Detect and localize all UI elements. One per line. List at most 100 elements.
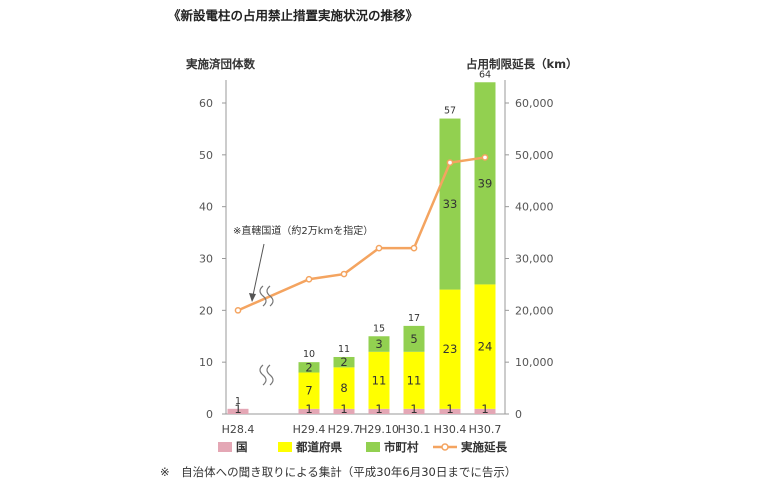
bar-total-label: 57 [444, 106, 456, 117]
segment-value-label: 7 [305, 384, 312, 398]
bar-total-label: 64 [479, 69, 491, 80]
right-tick-label: 60,000 [515, 97, 554, 110]
bar-segment-prefecture [403, 351, 425, 409]
bar-segment-national [227, 408, 249, 414]
segment-value-label: 24 [478, 340, 493, 354]
annotation-arrow [251, 243, 265, 301]
length-point [234, 306, 242, 314]
bar-segment-municipality [333, 356, 355, 368]
legend-label-length: 実施延長 [461, 440, 507, 454]
axis-break-mark [259, 364, 267, 386]
right-axis-title: 占用制限延長（km） [466, 57, 578, 71]
right-tick-labels: 0 10,000 20,000 30,000 40,000 50,000 60,000 [505, 97, 554, 421]
bar-total-label: 10 [303, 349, 315, 360]
length-point [305, 275, 313, 283]
category-label: H30.7 [469, 423, 502, 436]
segment-value-label: 11 [372, 373, 387, 387]
bar-segment-prefecture [298, 372, 320, 409]
bar-segment-national [403, 408, 425, 414]
axis-break-mark [266, 285, 274, 307]
bar-series [227, 82, 496, 414]
left-tick-label: 50 [199, 149, 213, 162]
bar-segment-national [474, 408, 496, 414]
segment-value-label: 11 [407, 373, 422, 387]
bar-total-label: 17 [408, 313, 420, 324]
length-point [410, 244, 418, 252]
legend: 国 都道府県 市町村 実施延長 [218, 440, 507, 454]
segment-value-label: 1 [305, 402, 312, 416]
left-tick-label: 40 [199, 201, 213, 214]
legend-label-municipality: 市町村 [384, 440, 419, 454]
bar-segment-prefecture [474, 284, 496, 409]
category-label: H29.7 [328, 423, 361, 436]
segment-value-label: 33 [443, 197, 458, 211]
bar-segment-prefecture [439, 289, 461, 409]
bar-segment-national [439, 408, 461, 414]
left-tick-label: 0 [206, 408, 213, 421]
annotation-text: ※直轄国道（約2万kmを指定） [233, 224, 373, 237]
segment-value-label: 2 [305, 360, 312, 374]
bar-total-label: 11 [338, 344, 350, 355]
length-point [375, 244, 383, 252]
legend-swatch-prefecture [278, 442, 292, 452]
axis-break-mark [266, 364, 274, 386]
left-tick-label: 10 [199, 356, 213, 369]
length-point [446, 159, 454, 166]
bar-segment-national [333, 408, 355, 414]
legend-label-national: 国 [236, 440, 248, 454]
bar-segment-prefecture [368, 351, 390, 409]
bar-total-label: 1 [235, 396, 241, 407]
legend-swatch-national [218, 442, 232, 452]
right-tick-label: 50,000 [515, 149, 554, 162]
category-label: H29.10 [359, 423, 399, 436]
length-point [340, 270, 348, 278]
annotation-arrowhead [249, 293, 256, 302]
bar-segment-municipality [474, 82, 496, 285]
footnote: ※ 自治体への聞き取りによる集計（平成30年6月30日までに告示） [160, 465, 516, 479]
segment-value-label: 1 [340, 402, 347, 416]
left-tick-label: 30 [199, 253, 213, 266]
segment-value-label: 2 [340, 355, 347, 369]
category-label: H29.4 [293, 423, 326, 436]
legend-label-prefecture: 都道府県 [295, 440, 342, 454]
bar-segment-national [298, 408, 320, 414]
segment-value-label: 1 [481, 402, 488, 416]
legend-marker-length [441, 443, 449, 451]
left-tick-label: 60 [199, 97, 213, 110]
category-label: H28.4 [222, 423, 255, 436]
segment-value-label: 1 [410, 402, 417, 416]
segment-value-label: 39 [478, 176, 493, 190]
category-label: H30.4 [434, 423, 467, 436]
right-tick-label: 10,000 [515, 356, 554, 369]
segment-value-label: 5 [410, 332, 417, 346]
left-tick-label: 20 [199, 304, 213, 317]
bar-segment-national [368, 408, 390, 414]
right-tick-label: 30,000 [515, 253, 554, 266]
right-tick-label: 20,000 [515, 304, 554, 317]
category-label: H30.1 [398, 423, 431, 436]
right-tick-label: 40,000 [515, 201, 554, 214]
axis-break-mark [259, 285, 267, 307]
left-tick-labels: 0 10 20 30 40 50 60 [199, 97, 226, 421]
chart-title: 《新設電柱の占用禁止措置実施状況の推移》 [168, 8, 418, 23]
right-tick-label: 0 [515, 408, 522, 421]
bar-segment-municipality [368, 336, 390, 352]
line-series [234, 154, 489, 314]
segment-value-label: 1 [234, 402, 241, 416]
length-point [481, 154, 489, 161]
legend-swatch-municipality [366, 442, 380, 452]
segment-value-label: 1 [375, 402, 382, 416]
segment-value-label: 8 [340, 381, 347, 395]
bar-total-label: 15 [373, 323, 385, 334]
left-axis-title: 実施済団体数 [186, 57, 255, 71]
segment-value-label: 1 [446, 402, 453, 416]
bar-segment-municipality [298, 362, 320, 373]
bar-segment-prefecture [333, 367, 355, 409]
segment-value-label: 23 [443, 342, 458, 356]
segment-value-label: 3 [375, 337, 382, 351]
bar-segment-municipality [403, 325, 425, 352]
